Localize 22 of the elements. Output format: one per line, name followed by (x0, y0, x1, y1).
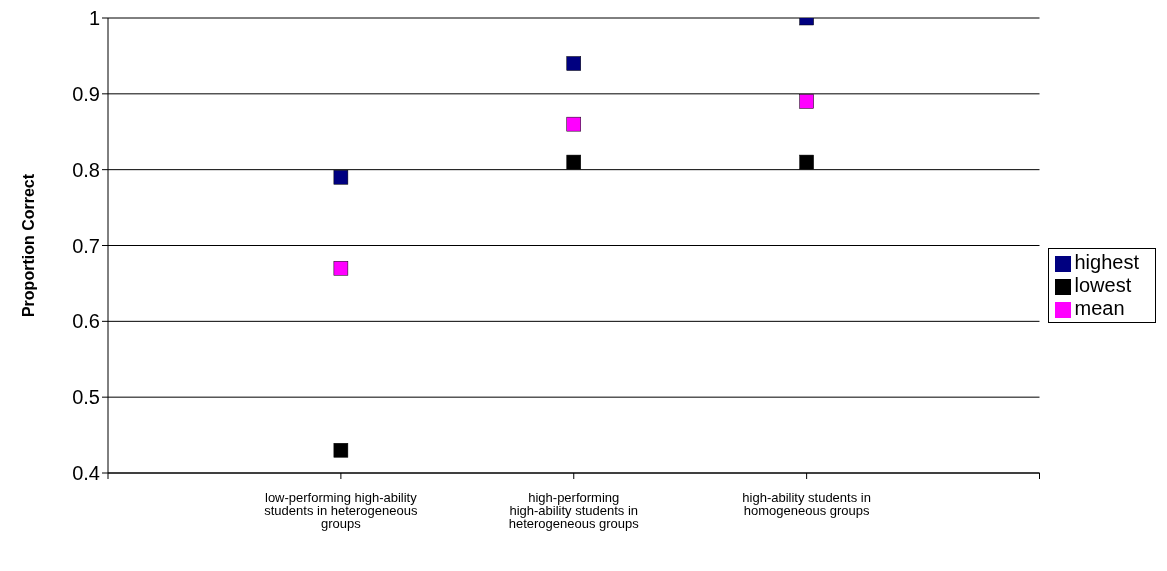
y-tick-label: 0.8 (72, 158, 100, 181)
point (566, 56, 581, 71)
y-axis-title: Proportion Correct (19, 173, 37, 318)
point (566, 116, 581, 132)
y-tick-label: 1 (88, 7, 100, 30)
point (333, 261, 349, 276)
y-tick-label: 0.7 (72, 234, 100, 257)
point (333, 443, 349, 458)
point (566, 154, 581, 170)
y-tick-label: 0.4 (72, 462, 100, 485)
legend-label: lowest (1074, 274, 1132, 296)
y-tick-label: 0.6 (72, 310, 100, 333)
x-tick-label: low-performing high-ability students in heterogeneous groups (264, 490, 418, 532)
legend-label: mean (1074, 297, 1125, 319)
point (799, 94, 814, 109)
x-tick-label: high-ability students in homogeneous groups (742, 490, 871, 519)
x-tick-label: high-performing high-ability students in heterogeneous groups (508, 490, 640, 532)
y-tick-label: 0.9 (72, 82, 100, 105)
point (333, 170, 349, 185)
y-tick-label: 0.5 (72, 386, 100, 409)
point (799, 154, 814, 170)
legend-label: highest (1074, 251, 1139, 273)
